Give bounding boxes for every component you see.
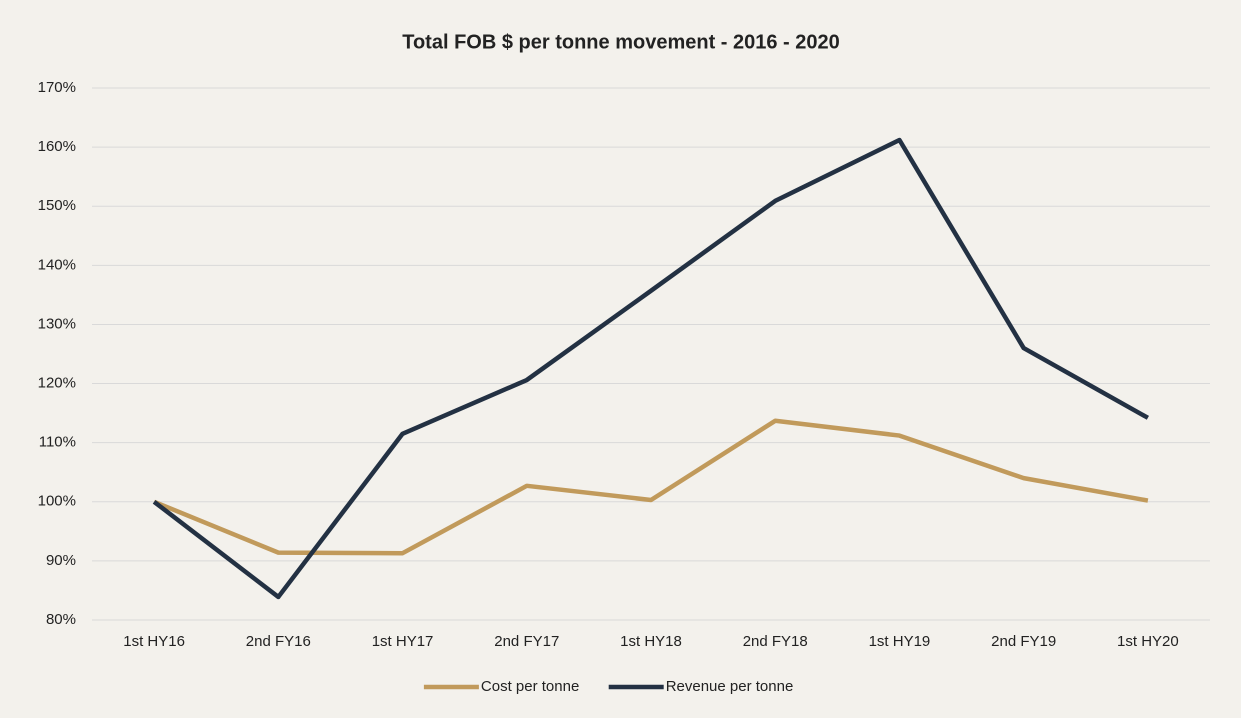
x-tick-label: 1st HY17 — [372, 633, 434, 650]
y-tick-label: 110% — [39, 434, 76, 451]
x-tick-label: 1st HY19 — [869, 633, 931, 650]
data-line — [153, 418, 1149, 556]
y-tick-label: 100% — [38, 493, 76, 510]
x-tick-label: 2nd FY16 — [246, 633, 311, 650]
y-tick-label: 170% — [38, 79, 76, 96]
y-tick-label: 120% — [38, 375, 76, 392]
y-tick-label: 90% — [46, 552, 76, 569]
x-tick-label: 2nd FY17 — [494, 633, 559, 650]
y-tick-label: 160% — [38, 138, 76, 155]
x-tick-label: 2nd FY19 — [991, 633, 1056, 650]
chart-title: Total FOB $ per tonne movement - 2016 - … — [402, 31, 840, 53]
legend-label: Cost per tonne — [481, 678, 579, 695]
y-tick-label: 150% — [38, 197, 76, 214]
y-tick-label: 140% — [38, 256, 76, 273]
x-tick-label: 1st HY18 — [620, 633, 682, 650]
x-tick-label: 2nd FY18 — [743, 633, 808, 650]
x-tick-label: 1st HY20 — [1117, 633, 1179, 650]
legend-label: Revenue per tonne — [666, 678, 794, 695]
y-tick-label: 80% — [46, 611, 76, 628]
y-tick-label: 130% — [38, 315, 76, 332]
x-tick-label: 1st HY16 — [123, 633, 185, 650]
data-line — [152, 137, 1149, 600]
